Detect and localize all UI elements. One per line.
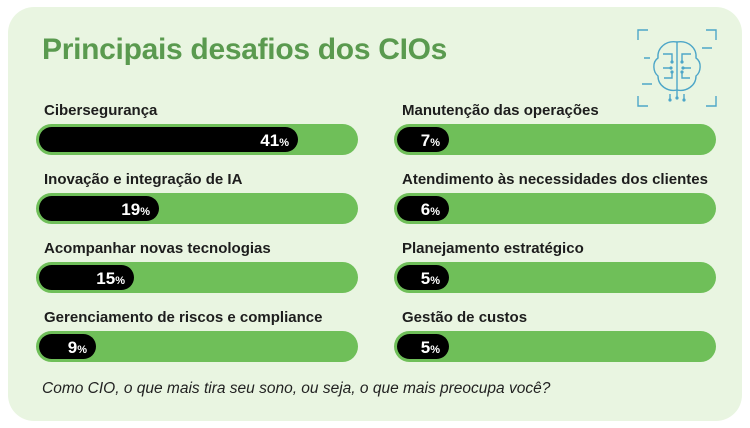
bar-item: Planejamento estratégico 5% [394,240,722,300]
bar-track: 7% [394,124,716,155]
bar-fill: 6% [397,196,449,221]
bar-value-label: 5% [421,338,440,358]
bar-label: Gerenciamento de riscos e compliance [44,309,323,326]
bar-item: Acompanhar novas tecnologias 15% [36,240,364,300]
bar-label: Acompanhar novas tecnologias [44,240,271,257]
page-title: Principais desafios dos CIOs [42,33,448,66]
bar-track: 6% [394,193,716,224]
bar-label: Planejamento estratégico [402,240,584,257]
bar-fill: 7% [397,127,449,152]
bar-fill: 41% [39,127,298,152]
survey-question: Como CIO, o que mais tira seu sono, ou s… [42,380,551,397]
brain-circuit-icon [637,29,717,107]
bar-value: 7 [420,131,431,150]
bar-value-label: 15% [96,269,125,289]
bar-value-label: 19% [121,200,150,220]
bar-value-label: 9% [68,338,87,358]
bar-unit: % [430,137,440,149]
bar-track: 5% [394,262,716,293]
bar-label: Cibersegurança [44,102,158,119]
bar-fill: 15% [39,265,134,290]
bar-unit: % [279,137,289,149]
bar-fill: 9% [39,334,96,359]
bar-unit: % [140,206,150,218]
bar-label: Manutenção das operações [402,102,599,119]
bar-unit: % [115,275,125,287]
bar-value: 6 [420,200,431,219]
bar-track: 5% [394,331,716,362]
bar-label: Inovação e integração de IA [44,171,243,188]
bar-item: Manutenção das operações 7% [394,102,722,162]
bar-unit: % [430,275,440,287]
bar-fill: 5% [397,334,449,359]
bar-value-label: 6% [421,200,440,220]
bar-value-label: 5% [421,269,440,289]
bar-value-label: 7% [421,131,440,151]
bar-value-label: 41% [260,131,289,151]
bar-track: 41% [36,124,358,155]
bar-item: Gestão de custos 5% [394,309,722,369]
bar-track: 19% [36,193,358,224]
bar-value: 15 [96,269,116,288]
bar-track: 9% [36,331,358,362]
bar-unit: % [77,344,87,356]
bar-label: Gestão de custos [402,309,528,326]
bar-item: Inovação e integração de IA 19% [36,171,364,231]
bar-unit: % [430,206,440,218]
bar-fill: 5% [397,265,449,290]
bar-value: 19 [121,200,141,219]
bar-value: 9 [67,338,78,357]
bar-label: Atendimento às necessidades dos clientes [402,171,708,188]
bar-item: Atendimento às necessidades dos clientes… [394,171,722,231]
bar-unit: % [430,344,440,356]
bar-item: Cibersegurança 41% [36,102,364,162]
bar-item: Gerenciamento de riscos e compliance 9% [36,309,364,369]
bar-fill: 19% [39,196,159,221]
bar-value: 41 [260,131,280,150]
bar-value: 5 [420,338,431,357]
bar-track: 15% [36,262,358,293]
bar-value: 5 [420,269,431,288]
